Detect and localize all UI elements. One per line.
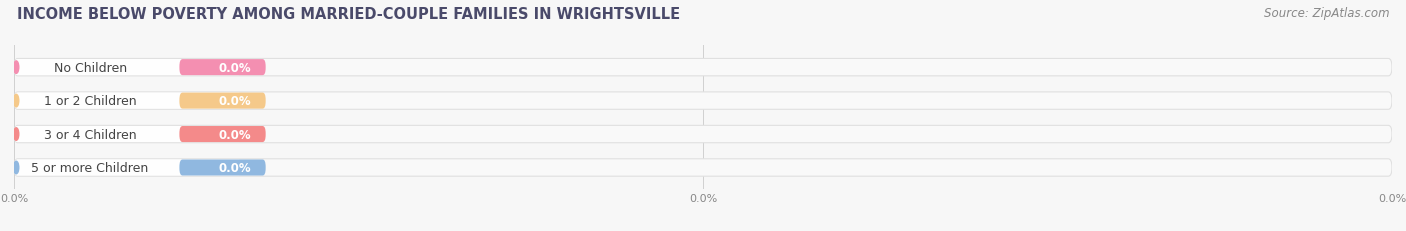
FancyBboxPatch shape [14, 159, 1392, 176]
FancyBboxPatch shape [180, 93, 266, 109]
Text: INCOME BELOW POVERTY AMONG MARRIED-COUPLE FAMILIES IN WRIGHTSVILLE: INCOME BELOW POVERTY AMONG MARRIED-COUPL… [17, 7, 681, 22]
Text: 0.0%: 0.0% [219, 61, 252, 74]
Text: 0.0%: 0.0% [219, 128, 252, 141]
FancyBboxPatch shape [180, 160, 266, 176]
FancyBboxPatch shape [14, 126, 1392, 143]
FancyBboxPatch shape [14, 59, 1392, 76]
Text: Source: ZipAtlas.com: Source: ZipAtlas.com [1264, 7, 1389, 20]
FancyBboxPatch shape [14, 92, 1392, 110]
Text: 3 or 4 Children: 3 or 4 Children [44, 128, 136, 141]
Circle shape [14, 128, 18, 141]
FancyBboxPatch shape [14, 93, 242, 109]
Circle shape [14, 95, 18, 107]
FancyBboxPatch shape [14, 160, 242, 176]
Circle shape [14, 62, 18, 74]
Text: 0.0%: 0.0% [219, 161, 252, 174]
FancyBboxPatch shape [14, 60, 242, 76]
Text: No Children: No Children [53, 61, 127, 74]
FancyBboxPatch shape [180, 126, 266, 143]
FancyBboxPatch shape [14, 126, 242, 143]
Text: 1 or 2 Children: 1 or 2 Children [44, 95, 136, 108]
FancyBboxPatch shape [180, 60, 266, 76]
Circle shape [14, 161, 18, 174]
Text: 0.0%: 0.0% [219, 95, 252, 108]
Text: 5 or more Children: 5 or more Children [31, 161, 149, 174]
